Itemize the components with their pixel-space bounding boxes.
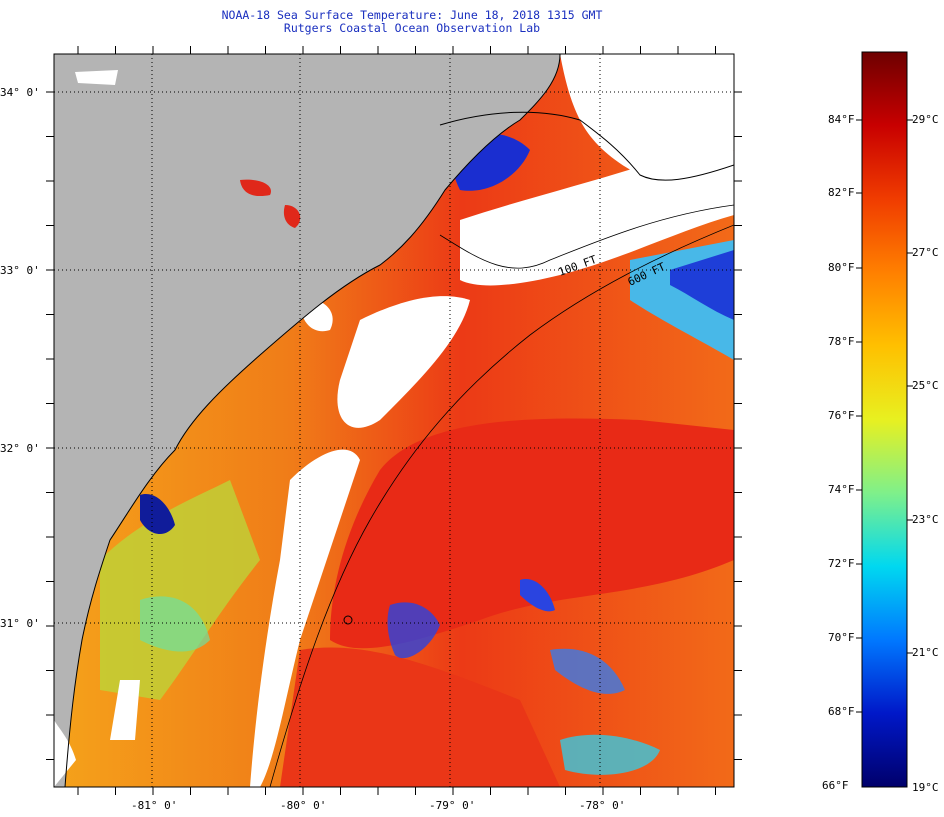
colorbar	[861, 51, 908, 788]
cb-c-19: 19°C	[912, 781, 939, 794]
coastline-north-carolina	[439, 111, 734, 181]
lat-label-33: 33° 0'	[0, 264, 40, 277]
cloud-band-north	[460, 150, 734, 286]
lat-label-31: 31° 0'	[0, 617, 40, 630]
colorbar-ticks	[856, 119, 913, 713]
cold-spot	[520, 579, 555, 612]
gulf-stream-core	[330, 418, 734, 649]
cb-c-23: 23°C	[912, 513, 939, 526]
cb-f-84: 84°F	[828, 113, 855, 126]
cb-c-21: 21°C	[912, 646, 939, 659]
inland-warm-spot	[240, 179, 271, 197]
warm-water-south	[280, 647, 560, 787]
cb-f-80: 80°F	[828, 261, 855, 274]
cold-filament	[550, 648, 625, 694]
cb-f-76: 76°F	[828, 409, 855, 422]
inland-cloud-patch	[75, 70, 118, 85]
lon-label-79: -79° 0'	[429, 799, 475, 812]
isobath-100ft	[439, 204, 734, 269]
lon-label-78: -78° 0'	[579, 799, 625, 812]
coastline	[64, 54, 561, 787]
cool-filament-south	[560, 734, 660, 775]
lon-label-81: -81° 0'	[131, 799, 177, 812]
sst-map-area: 100 FT 600 FT	[54, 54, 734, 787]
isobath-600ft	[269, 224, 734, 787]
lat-label-34: 34° 0'	[0, 86, 40, 99]
cb-f-74: 74°F	[828, 483, 855, 496]
cb-c-25: 25°C	[912, 379, 939, 392]
cb-f-70: 70°F	[828, 631, 855, 644]
cold-eddy	[387, 602, 440, 659]
cb-f-72: 72°F	[828, 557, 855, 570]
cold-patch-coast	[140, 494, 175, 535]
lon-label-80: -80° 0'	[280, 799, 326, 812]
cool-patch	[140, 596, 210, 652]
cloud-patch-coast	[110, 680, 140, 740]
land-masked-north-carolina	[560, 54, 734, 175]
inland-warm-spot	[283, 205, 301, 228]
cb-f-68: 68°F	[828, 705, 855, 718]
lat-label-32: 32° 0'	[0, 442, 40, 455]
cb-f-78: 78°F	[828, 335, 855, 348]
cb-f-82: 82°F	[828, 186, 855, 199]
map-title: NOAA-18 Sea Surface Temperature: June 18…	[221, 8, 603, 22]
cold-water-northeast	[670, 250, 734, 320]
cloud-streak	[250, 449, 360, 787]
land-masked-south	[54, 720, 76, 787]
cool-nearshore-band	[100, 480, 260, 700]
graticule	[54, 54, 734, 787]
cb-c-27: 27°C	[912, 246, 939, 259]
buoy-marker	[343, 615, 353, 625]
land-us-southeast	[54, 54, 560, 787]
map-subtitle: Rutgers Coastal Ocean Observation Lab	[283, 21, 541, 35]
cloud-cluster	[337, 296, 470, 428]
cb-f-66: 66°F	[822, 779, 849, 792]
cb-c-29: 29°C	[912, 113, 939, 126]
map-frame	[53, 53, 735, 788]
axis-ticks	[46, 46, 742, 795]
